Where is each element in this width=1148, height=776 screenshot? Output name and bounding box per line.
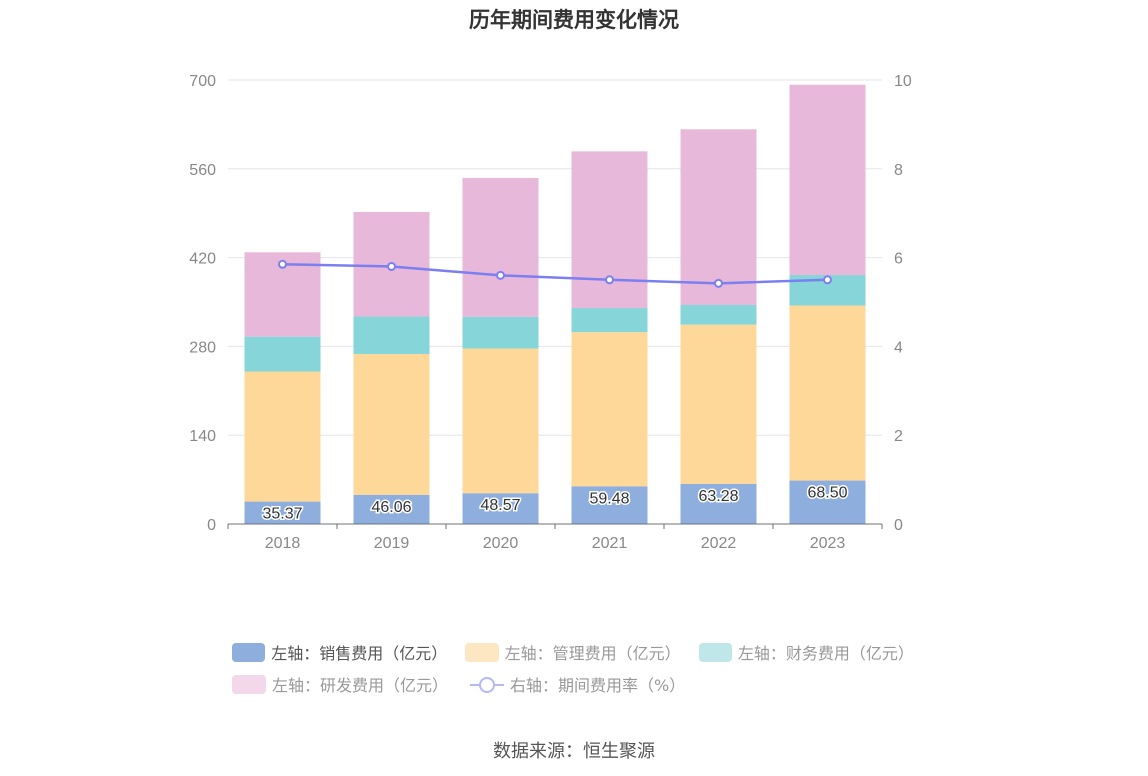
bar-admin-2021: [571, 332, 648, 487]
x-tick-label: 2021: [592, 535, 628, 552]
legend-item-rnd[interactable]: 左轴：研发费用（亿元）: [232, 672, 448, 696]
bar-admin-2019: [353, 353, 430, 495]
bar-sales-2021: [571, 486, 648, 524]
x-tick-label: 2022: [701, 535, 737, 552]
right-tick-label: 2: [894, 428, 903, 445]
data-label-sales-2021: 59.48: [589, 490, 629, 507]
rate-point-2021: [605, 275, 614, 285]
x-tick-label: 2019: [374, 535, 410, 552]
legend-label-rnd: 左轴：研发费用（亿元）: [272, 676, 449, 695]
rate-point-2018: [278, 259, 287, 269]
bar-sales-2019: [353, 494, 430, 524]
right-tick-label: 0: [894, 517, 903, 534]
left-tick-label: 0: [207, 517, 216, 534]
data-label-sales-2019: 46.06: [371, 499, 411, 516]
data-label-sales-2023: 68.50: [807, 485, 847, 502]
bar-admin-2023: [789, 305, 866, 481]
grid-lines: [228, 79, 882, 436]
x-axis: 2018 2019 2020 2021 2022 2023: [227, 523, 883, 552]
legend-label-admin: 左轴：管理费用（亿元）: [504, 644, 681, 663]
bar-rnd-2023: [789, 84, 866, 276]
bar-rnd-2020: [462, 177, 539, 317]
legend-label-rate: 右轴：期间费用率（%）: [510, 676, 686, 695]
legend-swatch-admin: [465, 642, 499, 662]
x-tick-label: 2023: [810, 535, 846, 552]
bar-admin-2018: [244, 371, 321, 502]
x-tick-label: 2020: [483, 535, 519, 552]
legend-item-finance[interactable]: 左轴：财务费用（亿元）: [698, 640, 914, 664]
rate-point-2022: [714, 278, 723, 288]
legend-label-sales: 左轴：销售费用（亿元）: [271, 644, 448, 663]
data-labels: 35.37 46.06 48.57 59.48 63.28 68.50: [261, 483, 849, 524]
bar-sales-2018: [244, 501, 321, 524]
right-tick-label: 6: [894, 251, 903, 268]
chart-canvas: 0 140 280 420 560 700 0 2 4 6 8 10 2018 2019 2020 202…: [189, 73, 912, 552]
legend-swatch-rate: [470, 675, 505, 694]
rate-line-series: [278, 259, 832, 288]
legend-swatch-finance: [698, 642, 732, 662]
bar-finance-2018: [244, 336, 321, 372]
rate-point-2019: [387, 261, 396, 271]
right-tick-label: 10: [894, 73, 912, 90]
bar-finance-2020: [462, 316, 539, 349]
right-tick-label: 8: [894, 162, 903, 179]
x-tick-label: 2018: [265, 535, 301, 552]
legend-item-sales[interactable]: 左轴：销售费用（亿元）: [232, 640, 448, 664]
bar-admin-2022: [680, 324, 757, 484]
left-tick-label: 280: [189, 339, 216, 356]
data-label-sales-2018: 35.37: [262, 506, 302, 523]
legend-swatch-rnd: [232, 674, 266, 694]
bar-series: [244, 84, 866, 524]
bar-rnd-2021: [571, 151, 648, 309]
left-tick-label: 140: [189, 428, 216, 445]
left-tick-label: 560: [189, 162, 216, 179]
chart-title: 历年期间费用变化情况: [469, 8, 679, 32]
bar-sales-2022: [680, 483, 757, 524]
legend-swatch-sales: [232, 642, 266, 662]
right-tick-label: 4: [894, 339, 903, 356]
bar-finance-2019: [353, 316, 430, 354]
bar-finance-2021: [571, 308, 648, 333]
bar-sales-2023: [789, 480, 866, 524]
bar-finance-2022: [680, 304, 757, 325]
rate-point-2020: [496, 270, 505, 280]
left-tick-label: 700: [189, 73, 216, 90]
right-axis-ticks: 0 2 4 6 8 10: [894, 73, 912, 534]
legend-label-finance: 左轴：财务费用（亿元）: [737, 644, 914, 663]
legend: 左轴：销售费用（亿元） 左轴：管理费用（亿元） 左轴：财务费用（亿元） 左轴：研…: [232, 636, 932, 700]
rate-point-2023: [823, 275, 832, 285]
left-axis-ticks: 0 140 280 420 560 700: [189, 73, 216, 534]
bar-rnd-2022: [680, 129, 757, 305]
left-tick-label: 420: [189, 251, 216, 268]
legend-item-admin[interactable]: 左轴：管理费用（亿元）: [465, 640, 681, 664]
rate-line: [282, 263, 828, 285]
data-label-sales-2020: 48.57: [480, 497, 520, 514]
legend-item-rate[interactable]: 右轴：期间费用率（%）: [470, 672, 685, 696]
bar-sales-2020: [462, 493, 539, 524]
data-label-sales-2022: 63.28: [698, 488, 738, 505]
data-source: 数据来源：恒生聚源: [493, 741, 655, 762]
bar-admin-2020: [462, 348, 539, 494]
